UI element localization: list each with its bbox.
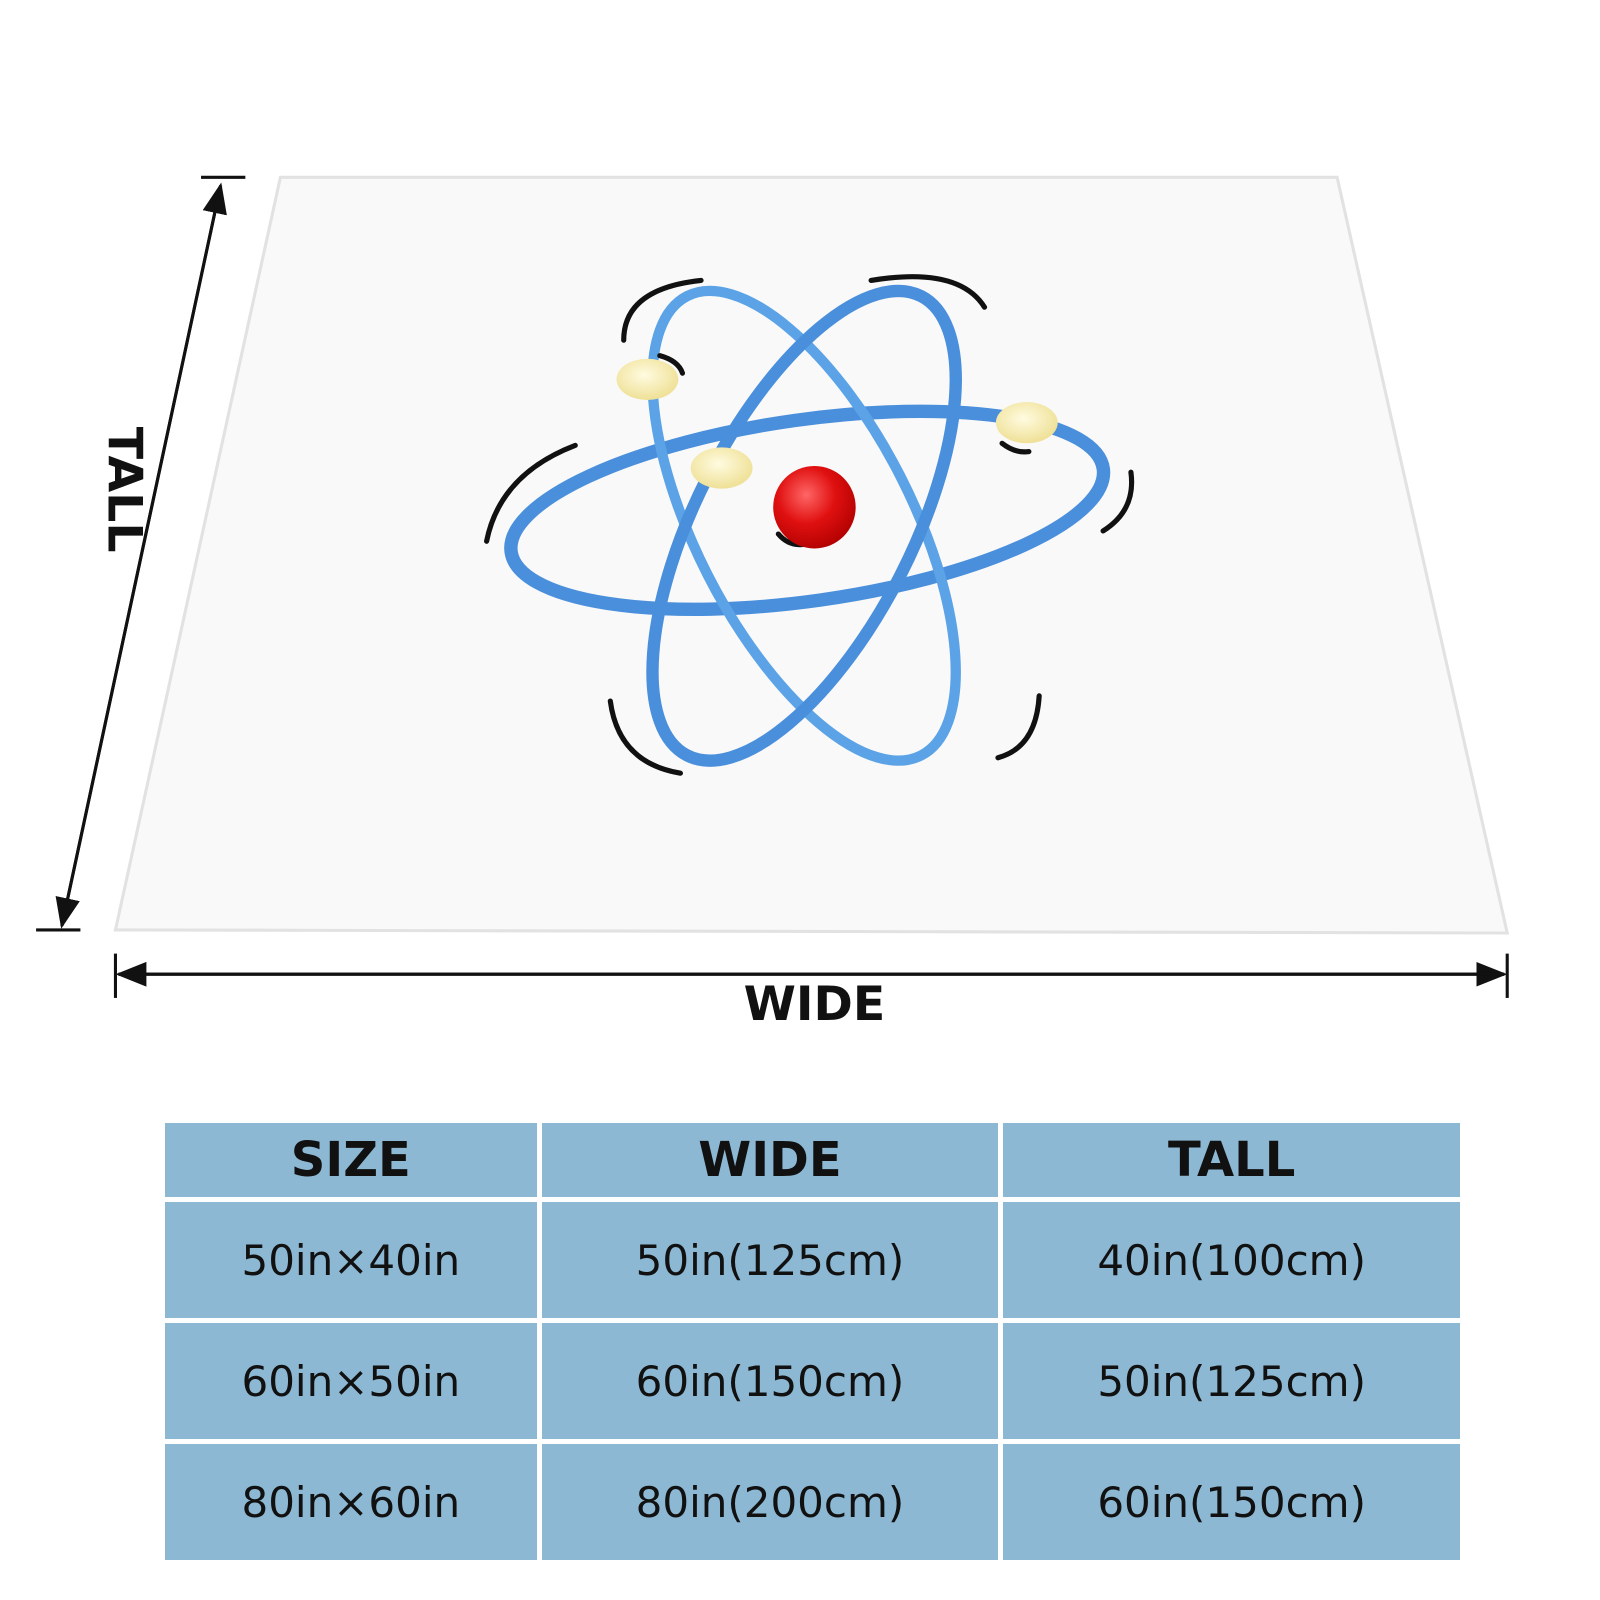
table-cell: 80in(200cm) (541, 1444, 999, 1560)
table-row: 60in×50in 60in(150cm) 50in(125cm) (165, 1323, 1460, 1439)
header-row: SIZE WIDE TALL (165, 1123, 1460, 1197)
table-cell: 50in(125cm) (541, 1202, 999, 1318)
blanket-diagram: TALL WIDE (36, 175, 1510, 1032)
header-cell: TALL (1003, 1123, 1460, 1197)
table-cell: 60in(150cm) (541, 1323, 999, 1439)
table-cell: 80in×60in (165, 1444, 537, 1560)
wide-label: WIDE (744, 977, 886, 1032)
tall-label: TALL (97, 427, 152, 553)
table-cell: 60in×50in (165, 1323, 537, 1439)
table-cell: 50in×40in (165, 1202, 537, 1318)
table-row: 50in×40in 50in(125cm) 40in(100cm) (165, 1202, 1460, 1318)
header-cell: SIZE (165, 1123, 537, 1197)
atom (484, 274, 1135, 776)
table-cell: 50in(125cm) (1003, 1323, 1460, 1439)
size-table: SIZE WIDE TALL 50in×40in 50in(125cm) 40in(10… (160, 1118, 1465, 1565)
table-cell: 40in(100cm) (1003, 1202, 1460, 1318)
electron (995, 402, 1058, 444)
dimension-arrows (36, 175, 1509, 998)
nucleus (773, 465, 856, 549)
table-row: 80in×60in 80in(200cm) 60in(150cm) (165, 1444, 1460, 1560)
blanket (113, 175, 1510, 935)
electron (690, 447, 753, 489)
electron (616, 358, 679, 400)
header-cell: WIDE (541, 1123, 999, 1197)
table-body: 50in×40in 50in(125cm) 40in(100cm) 60in×50in… (165, 1202, 1460, 1560)
table-cell: 60in(150cm) (1003, 1444, 1460, 1560)
